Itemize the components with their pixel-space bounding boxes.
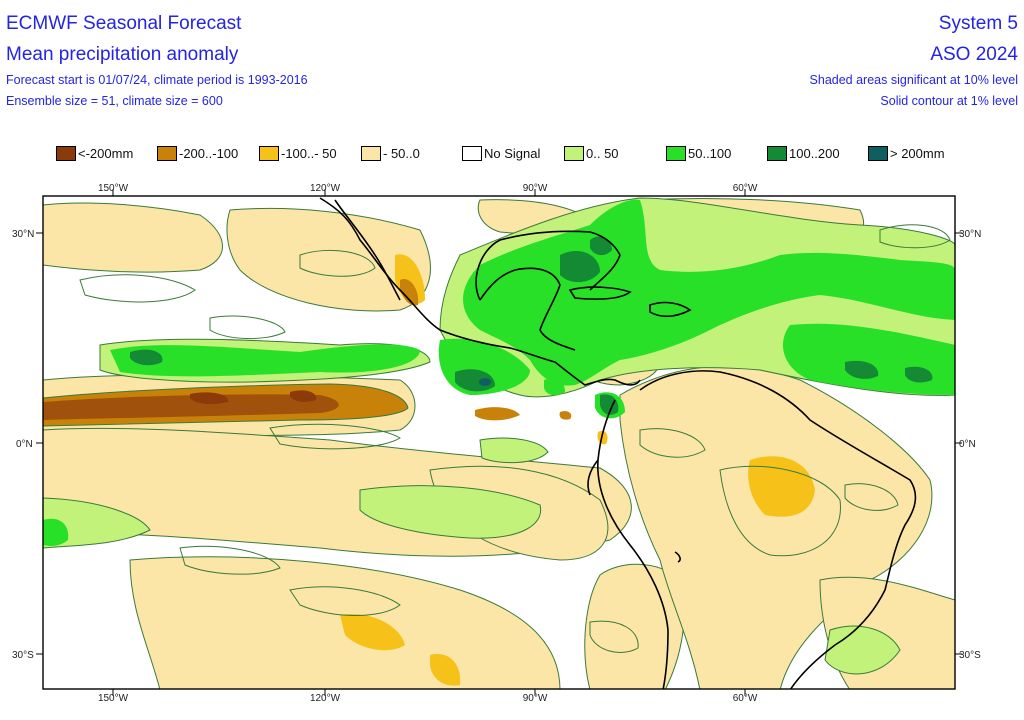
legend-swatch (259, 145, 279, 161)
legend-swatch (666, 145, 686, 161)
legend-swatch (564, 145, 584, 161)
lon-label-top: 90°W (523, 183, 548, 194)
legend-item: 50..100 (666, 143, 731, 163)
legend-item: -200..-100 (157, 143, 238, 163)
lon-label-bottom: 120°W (310, 693, 341, 704)
lat-label-left: 30°S (12, 650, 34, 661)
coastline (319, 197, 917, 689)
legend-label: -100..- 50 (281, 145, 337, 161)
lat-label-left: 0°N (16, 439, 33, 450)
legend-label: No Signal (484, 145, 541, 161)
lat-label-right: 30°S (959, 650, 981, 661)
legend-label: 100..200 (789, 145, 840, 161)
legend-label: -200..-100 (179, 145, 239, 161)
legend-label: <-200mm (78, 145, 134, 161)
legend-item: 100..200 (767, 143, 840, 163)
legend-swatch (868, 145, 888, 161)
legend-swatch (361, 145, 381, 161)
tick-marks (36, 189, 962, 696)
legend-label: - 50..0 (383, 145, 420, 161)
legend: <-200mm -200..-100 -100..- 50 - 50..0 No… (56, 143, 986, 163)
legend-item: <-200mm (56, 143, 133, 163)
lat-label-left: 30°N (12, 229, 34, 240)
legend-label: > 200mm (890, 145, 945, 161)
legend-item: 0.. 50 (564, 143, 619, 163)
map-title: ECMWF Seasonal Forecast (6, 13, 242, 34)
lat-label-right: 0°N (959, 439, 976, 450)
lat-label-right: 30°N (959, 229, 981, 240)
lon-label-top: 120°W (310, 183, 341, 194)
legend-item: > 200mm (868, 143, 945, 163)
legend-swatch (462, 145, 482, 161)
map-subtitle: Mean precipitation anomaly (6, 44, 239, 65)
legend-swatch (767, 145, 787, 161)
lon-label-bottom: 60°W (733, 693, 758, 704)
lon-label-top: 150°W (98, 183, 129, 194)
forecast-info: Forecast start is 01/07/24, climate peri… (6, 73, 308, 87)
legend-item: - 50..0 (361, 143, 420, 163)
shading-layer (43, 196, 955, 689)
legend-swatch (56, 145, 76, 161)
lon-label-bottom: 150°W (98, 693, 129, 704)
system-label: System 5 (938, 13, 1018, 34)
legend-item: -100..- 50 (259, 143, 337, 163)
legend-label: 0.. 50 (586, 145, 619, 161)
significance-note: Shaded areas significant at 10% level (809, 73, 1018, 87)
ensemble-info: Ensemble size = 51, climate size = 600 (6, 94, 223, 108)
contour-note: Solid contour at 1% level (880, 94, 1018, 108)
season-label: ASO 2024 (930, 44, 1018, 65)
lon-label-top: 60°W (733, 183, 758, 194)
legend-label: 50..100 (688, 145, 732, 161)
legend-swatch (157, 145, 177, 161)
lon-label-bottom: 90°W (523, 693, 548, 704)
legend-item: No Signal (462, 143, 540, 163)
